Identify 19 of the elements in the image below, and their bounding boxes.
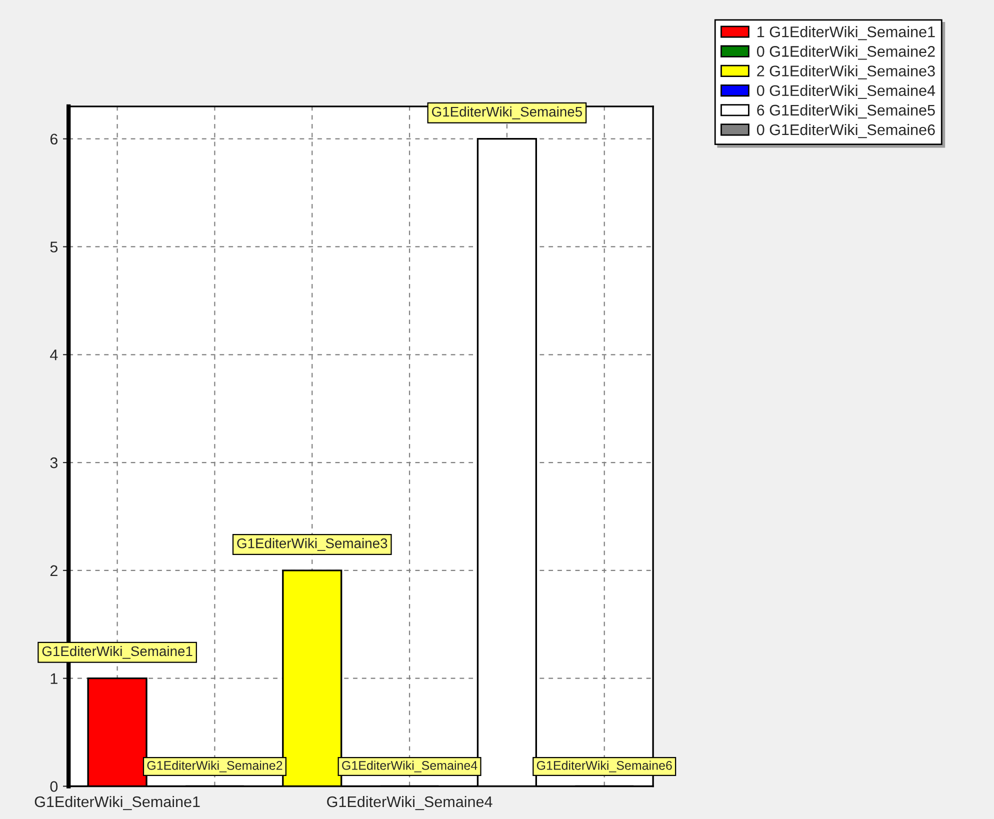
legend-label: 0 G1EditerWiki_Semaine4 (756, 84, 936, 99)
y-tick-label: 2 (50, 565, 58, 576)
y-tick-label: 5 (50, 242, 58, 252)
y-tick-label: 1 (50, 673, 58, 684)
legend-label: 2 G1EditerWiki_Semaine3 (757, 65, 935, 80)
data-label: G1EditerWiki_Semaine4 (342, 760, 478, 772)
y-tick-label: 4 (50, 350, 58, 360)
y-tick-label: 0 (50, 781, 58, 792)
data-label: G1EditerWiki_Semaine6 (536, 760, 672, 772)
y-tick-label: 6 (50, 134, 58, 145)
legend-label: 6 G1EditerWiki_Semaine5 (757, 104, 935, 118)
data-label: G1EditerWiki_Semaine3 (237, 538, 388, 551)
data-label: G1EditerWiki_Semaine2 (147, 760, 282, 772)
y-tick-label: 3 (50, 457, 58, 468)
legend-label: 0 G1EditerWiki_Semaine6 (756, 124, 935, 138)
legend-label: 1 G1EditerWiki_Semaine1 (758, 26, 935, 40)
legend-label: 0 G1EditerWiki_Semaine2 (756, 46, 935, 60)
data-label: G1EditerWiki_Semaine1 (42, 646, 192, 659)
data-label: G1EditerWiki_Semaine5 (432, 106, 582, 120)
